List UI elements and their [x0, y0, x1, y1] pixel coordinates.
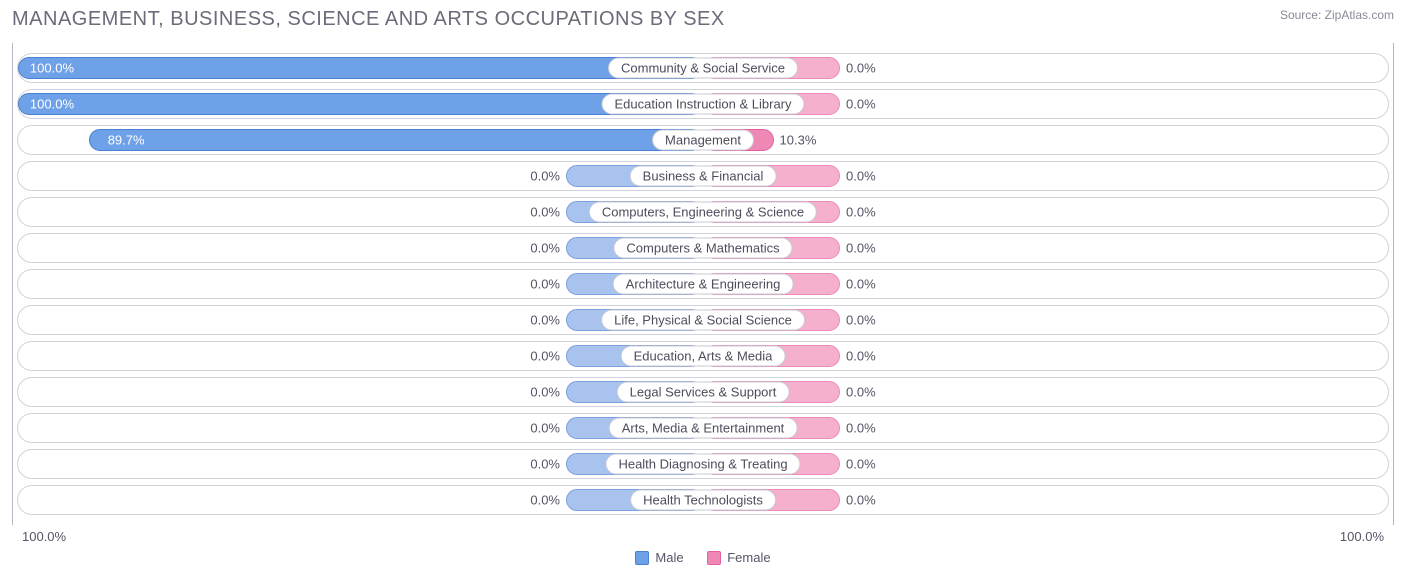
female-value: 0.0%: [846, 313, 876, 328]
female-value: 0.0%: [846, 385, 876, 400]
male-value: 0.0%: [530, 277, 560, 292]
male-value: 100.0%: [30, 61, 74, 76]
male-value: 0.0%: [530, 241, 560, 256]
category-label: Computers & Mathematics: [613, 238, 792, 259]
axis-row: 100.0% 100.0%: [12, 525, 1394, 544]
chart-row: 89.7% 10.3% Management: [17, 125, 1389, 155]
category-label: Arts, Media & Entertainment: [609, 418, 798, 439]
female-value: 0.0%: [846, 277, 876, 292]
category-label: Education, Arts & Media: [621, 346, 786, 367]
category-label: Architecture & Engineering: [613, 274, 794, 295]
legend-item-male: Male: [635, 550, 683, 565]
female-value: 0.0%: [846, 169, 876, 184]
male-value: 0.0%: [530, 349, 560, 364]
female-value: 0.0%: [846, 457, 876, 472]
male-value: 0.0%: [530, 205, 560, 220]
female-value: 0.0%: [846, 241, 876, 256]
male-value: 100.0%: [30, 97, 74, 112]
category-label: Community & Social Service: [608, 58, 798, 79]
male-bar: [18, 57, 703, 79]
male-value: 0.0%: [530, 385, 560, 400]
chart-row: 0.0% 0.0% Life, Physical & Social Science: [17, 305, 1389, 335]
chart-row: 0.0% 0.0% Legal Services & Support: [17, 377, 1389, 407]
female-value: 0.0%: [846, 61, 876, 76]
category-label: Computers, Engineering & Science: [589, 202, 817, 223]
male-value: 0.0%: [530, 457, 560, 472]
category-label: Health Diagnosing & Treating: [605, 454, 800, 475]
chart-area: 100.0%0.0%Community & Social Service100.…: [12, 43, 1394, 525]
legend-label-female: Female: [727, 550, 770, 565]
chart-row: 0.0% 0.0% Computers & Mathematics: [17, 233, 1389, 263]
chart-title: MANAGEMENT, BUSINESS, SCIENCE AND ARTS O…: [12, 8, 725, 31]
category-label: Education Instruction & Library: [601, 94, 804, 115]
female-value: 0.0%: [846, 97, 876, 112]
chart-legend: Male Female: [12, 544, 1394, 568]
male-value: 0.0%: [530, 421, 560, 436]
chart-source: Source: ZipAtlas.com: [1280, 8, 1394, 22]
male-value: 0.0%: [530, 493, 560, 508]
male-value: 89.7%: [108, 133, 145, 148]
legend-swatch-female: [707, 551, 721, 565]
female-value: 10.3%: [780, 133, 817, 148]
male-bar: [18, 93, 703, 115]
male-value: 0.0%: [530, 313, 560, 328]
chart-row: 100.0% 0.0% Community & Social Service: [17, 53, 1389, 83]
chart-row: 0.0% 0.0% Health Diagnosing & Treating: [17, 449, 1389, 479]
female-value: 0.0%: [846, 421, 876, 436]
legend-swatch-male: [635, 551, 649, 565]
chart-row: 0.0% 0.0% Business & Financial: [17, 161, 1389, 191]
category-label: Business & Financial: [630, 166, 777, 187]
category-label: Life, Physical & Social Science: [601, 310, 805, 331]
category-label: Legal Services & Support: [617, 382, 790, 403]
male-bar: [89, 129, 703, 151]
female-value: 0.0%: [846, 349, 876, 364]
chart-row: 0.0% 0.0% Arts, Media & Entertainment: [17, 413, 1389, 443]
chart-row: 0.0% 0.0% Education, Arts & Media: [17, 341, 1389, 371]
male-value: 0.0%: [530, 169, 560, 184]
category-label: Management: [652, 130, 754, 151]
chart-row: 0.0% 0.0% Health Technologists: [17, 485, 1389, 515]
chart-row: 0.0% 0.0% Computers, Engineering & Science: [17, 197, 1389, 227]
axis-left-label: 100.0%: [22, 529, 66, 544]
legend-label-male: Male: [655, 550, 683, 565]
chart-header: MANAGEMENT, BUSINESS, SCIENCE AND ARTS O…: [12, 8, 1394, 31]
axis-right-label: 100.0%: [1340, 529, 1384, 544]
female-value: 0.0%: [846, 493, 876, 508]
legend-item-female: Female: [707, 550, 770, 565]
chart-row: 100.0% 0.0% Education Instruction & Librar…: [17, 89, 1389, 119]
category-label: Health Technologists: [630, 490, 776, 511]
female-value: 0.0%: [846, 205, 876, 220]
chart-row: 0.0% 0.0% Architecture & Engineering: [17, 269, 1389, 299]
